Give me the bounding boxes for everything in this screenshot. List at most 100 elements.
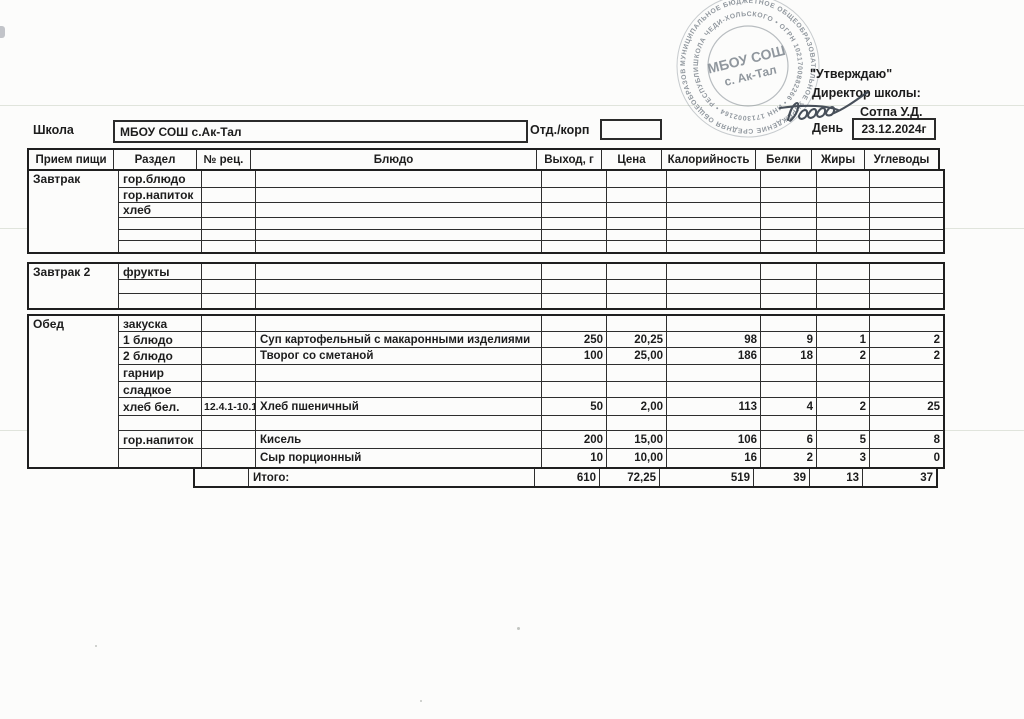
- out-cell: 10: [542, 449, 607, 467]
- total-carbs: 37: [920, 471, 933, 484]
- price-cell: [607, 365, 667, 381]
- scan-speck: [95, 645, 97, 647]
- price-cell: [607, 241, 667, 252]
- fat-cell: 5: [817, 431, 870, 448]
- director-name: Сотпа У.Д.: [860, 105, 923, 119]
- protein-cell: 18: [761, 348, 817, 364]
- carbs-cell: [870, 416, 943, 430]
- protein-cell: 9: [761, 332, 817, 347]
- razdel-cell: [119, 294, 202, 308]
- table-row: гор.напиток: [119, 188, 943, 203]
- table-row: 1 блюдо Суп картофельный с макаронными и…: [119, 332, 943, 348]
- rec-cell: [202, 365, 256, 381]
- protein-cell: [761, 241, 817, 252]
- kcal-cell: [667, 264, 761, 279]
- fat-cell: [817, 188, 870, 202]
- kcal-cell: 98: [667, 332, 761, 347]
- rec-cell: [202, 203, 256, 217]
- dish-cell: [256, 316, 542, 331]
- out-cell: 50: [542, 398, 607, 415]
- protein-cell: [761, 218, 817, 229]
- header-dish: Блюдо: [251, 150, 537, 169]
- fat-cell: [817, 416, 870, 430]
- table-row: [119, 230, 943, 241]
- header-rec: № рец.: [197, 150, 251, 169]
- protein-cell: [761, 203, 817, 217]
- kcal-cell: [667, 416, 761, 430]
- razdel-cell: [119, 241, 202, 252]
- razdel-cell: гор.блюдо: [119, 171, 202, 187]
- header-carbs: Углеводы: [873, 153, 930, 166]
- razdel-cell: гор.напиток: [119, 188, 202, 202]
- rec-cell: [202, 294, 256, 308]
- scan-fold-line: [0, 105, 1024, 106]
- out-cell: [542, 203, 607, 217]
- fat-cell: [817, 294, 870, 308]
- table-row: хлеб бел. 12.4.1-10.1 Хлеб пшеничный 50 …: [119, 398, 943, 416]
- kcal-cell: [667, 241, 761, 252]
- razdel-cell: 2 блюдо: [119, 348, 202, 364]
- dept-value-box: [600, 119, 662, 140]
- rec-cell: [202, 316, 256, 331]
- table-row: [119, 280, 943, 294]
- razdel-cell: [119, 230, 202, 240]
- fat-cell: 2: [817, 348, 870, 364]
- dish-cell: [256, 294, 542, 308]
- dish-cell: [256, 218, 542, 229]
- carbs-cell: [870, 171, 943, 187]
- kcal-cell: [667, 294, 761, 308]
- table-row: хлеб: [119, 203, 943, 218]
- out-cell: [542, 316, 607, 331]
- carbs-cell: [870, 365, 943, 381]
- header-price: Цена: [602, 150, 662, 169]
- price-cell: [607, 218, 667, 229]
- out-cell: [542, 241, 607, 252]
- carbs-cell: 0: [933, 452, 940, 464]
- table-row: 2 блюдо Творог со сметаной 100 25,00 186…: [119, 348, 943, 365]
- dept-label: Отд./корп: [530, 123, 590, 137]
- scan-edge-mark: [0, 26, 5, 38]
- fat-cell: [817, 203, 870, 217]
- dish-cell: Суп картофельный с макаронными изделиями: [256, 332, 542, 347]
- fat-cell: [817, 316, 870, 331]
- razdel-cell: [119, 218, 202, 229]
- table-row: сладкое: [119, 382, 943, 398]
- total-out: 610: [535, 469, 600, 486]
- fat-cell: [817, 365, 870, 381]
- carbs-cell: [870, 264, 943, 279]
- fat-cell: [817, 230, 870, 240]
- price-cell: [607, 203, 667, 217]
- table-row: гарнир: [119, 365, 943, 382]
- price-cell: [607, 280, 667, 293]
- razdel-cell: сладкое: [119, 382, 202, 397]
- kcal-cell: [667, 365, 761, 381]
- header-out: Выход, г: [537, 150, 602, 169]
- total-kcal: 519: [660, 469, 754, 486]
- dish-cell: [256, 280, 542, 293]
- header-fat: Жиры: [812, 150, 865, 169]
- price-cell: 25,00: [607, 348, 667, 364]
- price-cell: [607, 171, 667, 187]
- protein-cell: [761, 294, 817, 308]
- total-row: Итого: 610 72,25 519 39 13 37: [193, 467, 938, 488]
- total-protein: 39: [754, 469, 810, 486]
- razdel-cell: [119, 416, 202, 430]
- fat-cell: 2: [817, 398, 870, 415]
- price-cell: [607, 316, 667, 331]
- kcal-cell: 106: [667, 431, 761, 448]
- dish-cell: [256, 365, 542, 381]
- carbs-cell: [870, 294, 943, 308]
- razdel-cell: [119, 280, 202, 293]
- day-label: День: [812, 121, 844, 135]
- approval-quote: "Утверждаю": [810, 67, 893, 81]
- out-cell: [542, 382, 607, 397]
- protein-cell: 6: [761, 431, 817, 448]
- dish-cell: [256, 230, 542, 240]
- price-cell: 2,00: [607, 398, 667, 415]
- total-price: 72,25: [600, 469, 660, 486]
- rec-cell: [202, 416, 256, 430]
- protein-cell: [761, 230, 817, 240]
- razdel-cell: 1 блюдо: [119, 332, 202, 347]
- day-value-box: 23.12.2024г: [852, 118, 936, 140]
- kcal-cell: [667, 171, 761, 187]
